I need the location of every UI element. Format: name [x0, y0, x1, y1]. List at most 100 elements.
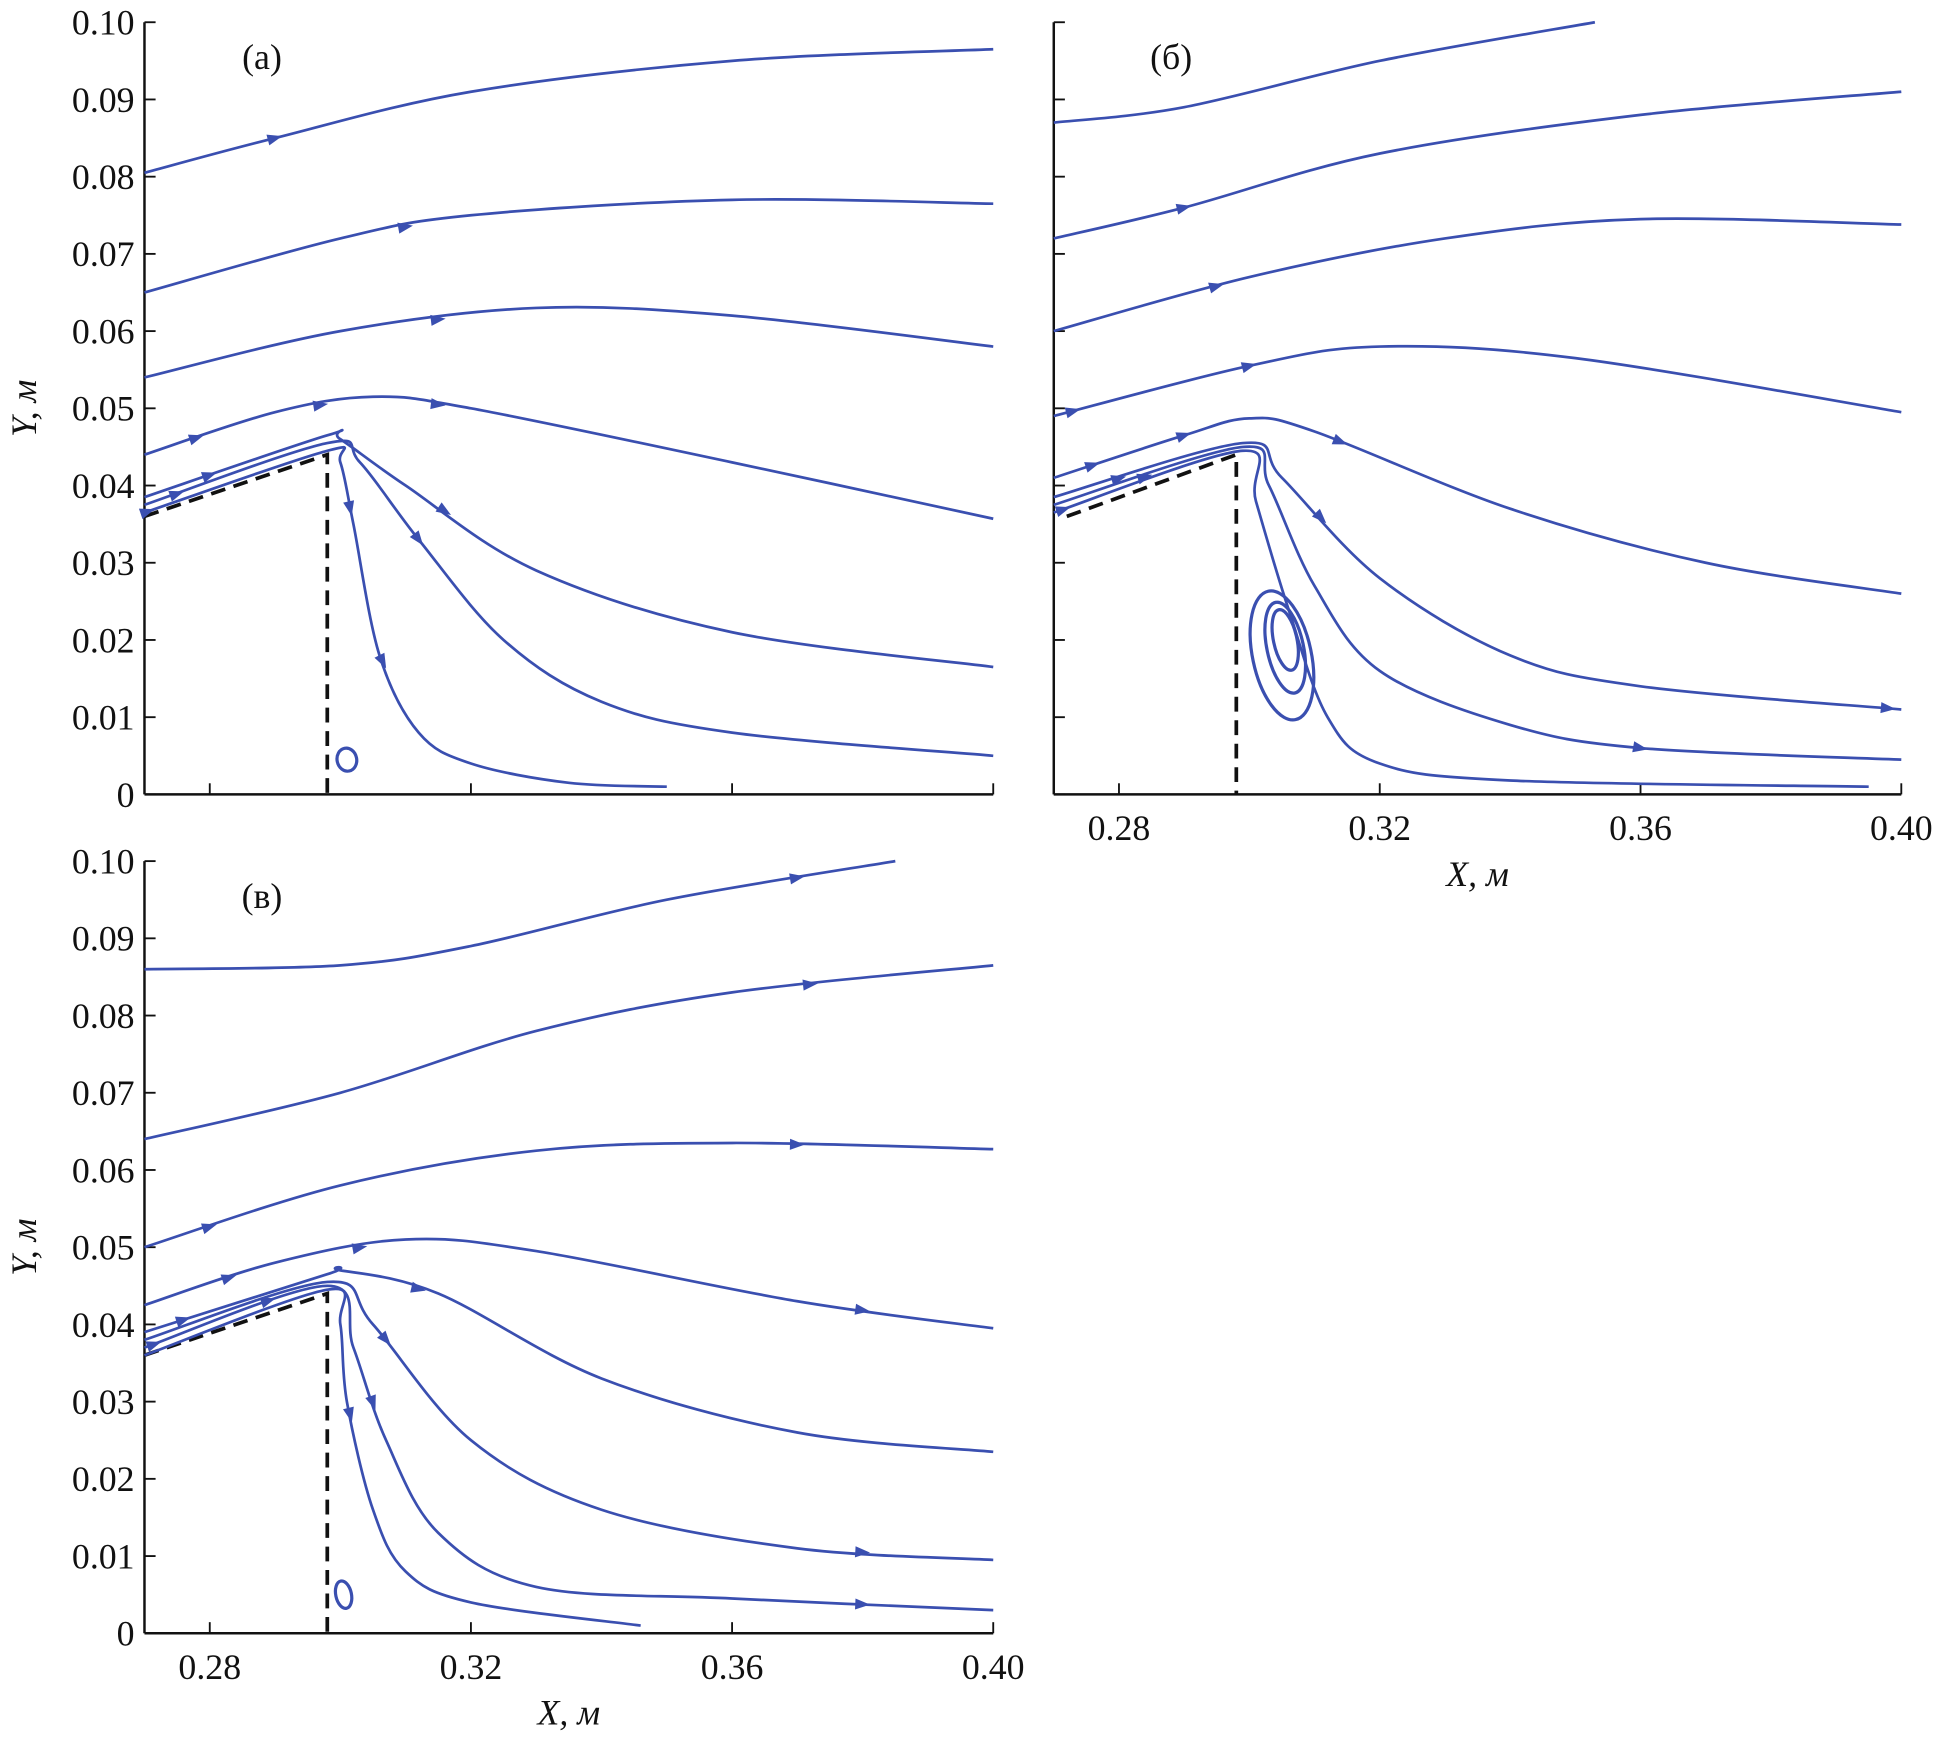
flow-arrow — [174, 1316, 191, 1328]
y-tick-label: 0.09 — [72, 919, 135, 959]
flow-arrow — [377, 1330, 391, 1346]
panel-v: 0 0.01 0.02 0.03 0.04 0.05 0.06 0.07 0.08 0.09 0.1… — [4, 841, 1025, 1732]
streamline — [144, 1284, 994, 1612]
y-tick-label: 0 — [117, 775, 135, 815]
flow-arrow — [1240, 362, 1257, 374]
y-tick-label: 0.02 — [72, 620, 135, 660]
streamline — [144, 1280, 994, 1562]
streamline — [1053, 344, 1902, 418]
x-tick-label: 0.32 — [1348, 808, 1411, 848]
flow-arrow — [397, 222, 413, 234]
y-tick-label: 0.06 — [72, 311, 135, 351]
flow-arrow — [1632, 741, 1648, 753]
x-tick-label: 0.32 — [440, 1647, 503, 1687]
vortex-loop — [335, 746, 359, 773]
y-tick-label: 0.09 — [72, 80, 135, 120]
y-tick-label: 0.08 — [72, 996, 135, 1036]
panel-a: 0 0.01 0.02 0.03 0.04 0.05 0.06 0.07 0.08 0.09 0.1… — [4, 3, 995, 815]
flow-arrow — [168, 490, 185, 502]
streamline — [144, 964, 994, 1141]
y-axis-label: Y, м — [4, 380, 44, 437]
flow-arrow — [138, 508, 155, 520]
y-tick-label: 0.01 — [72, 1536, 135, 1576]
x-tick-label: 0.36 — [701, 1647, 764, 1687]
y-tick-label: 0.04 — [72, 466, 135, 506]
streamline — [1053, 449, 1869, 789]
vortex-loop — [333, 1579, 354, 1610]
flow-arrow — [187, 434, 204, 446]
streamline — [144, 1287, 641, 1627]
body-outline — [143, 452, 330, 795]
flow-arrow — [365, 1394, 376, 1411]
streamline — [144, 859, 896, 971]
y-tick-label: 0.04 — [72, 1305, 135, 1345]
streamline — [144, 305, 994, 379]
flow-arrow — [145, 1341, 162, 1352]
panel-b: 0.28 0.32 0.36 0.40 (б) X, м — [1052, 20, 1933, 894]
y-tick-label: 0.07 — [72, 234, 135, 274]
panel-label: (б) — [1150, 37, 1192, 77]
streamline — [1053, 445, 1902, 762]
streamline — [144, 47, 994, 175]
x-tick-label: 0.40 — [962, 1647, 1025, 1687]
y-tick-label: 0.01 — [72, 698, 135, 738]
streamline — [144, 395, 994, 521]
flow-arrow — [220, 1274, 237, 1286]
flow-arrow — [789, 1138, 805, 1150]
flow-arrow — [312, 400, 329, 412]
x-tick-label: 0.36 — [1609, 808, 1672, 848]
y-axis-label: Y, м — [4, 1219, 44, 1276]
y-tick-label: 0.02 — [72, 1459, 135, 1499]
y-tick-label: 0.03 — [72, 1382, 135, 1422]
streamline — [1053, 20, 1596, 124]
flow-arrow — [351, 1243, 368, 1255]
y-tick-label: 0 — [117, 1614, 135, 1654]
streamline — [1053, 217, 1902, 333]
y-tick-label: 0.10 — [72, 841, 135, 881]
flow-arrow — [1331, 433, 1348, 445]
y-tick-label: 0.05 — [72, 1228, 135, 1268]
x-tick-label: 0.40 — [1870, 808, 1933, 848]
y-tick-label: 0.03 — [72, 543, 135, 583]
flow-arrow — [410, 1281, 426, 1293]
streamline — [1053, 441, 1902, 711]
streamline — [1053, 90, 1902, 240]
vortex-loop — [1248, 589, 1316, 722]
body-outline — [143, 1290, 330, 1634]
flow-arrow — [435, 502, 452, 516]
flow-arrow — [430, 314, 446, 326]
panel-label: (а) — [242, 37, 282, 77]
flow-arrow — [343, 500, 355, 516]
flow-arrow — [854, 1546, 871, 1558]
streamline — [144, 428, 994, 669]
body-outline — [1066, 452, 1239, 795]
flow-arrow — [374, 652, 387, 669]
flow-arrow — [201, 1223, 217, 1235]
y-tick-label: 0.07 — [72, 1073, 135, 1113]
streamline — [144, 1237, 994, 1330]
flow-arrow — [1208, 282, 1224, 294]
y-tick-label: 0.05 — [72, 389, 135, 429]
streamline — [144, 1141, 994, 1249]
streamline — [1053, 416, 1902, 595]
flow-arrow — [1880, 702, 1896, 714]
x-axis-label: X, м — [536, 1693, 601, 1733]
panel-label: (в) — [242, 876, 283, 916]
flow-arrow — [1175, 432, 1192, 443]
flow-arrow — [266, 134, 283, 146]
flow-arrow — [1064, 407, 1081, 419]
flow-arrow — [1054, 506, 1071, 517]
y-tick-label: 0.10 — [72, 3, 135, 43]
y-tick-label: 0.08 — [72, 157, 135, 197]
x-axis-label: X, м — [1444, 854, 1509, 894]
vortex-loop — [1263, 600, 1308, 695]
flow-arrow — [200, 472, 217, 483]
flow-arrow — [1084, 462, 1100, 473]
flow-arrow — [854, 1303, 871, 1315]
flow-arrow — [802, 979, 818, 991]
flow-arrow — [1175, 203, 1192, 215]
streamline — [144, 445, 667, 789]
flow-arrow — [409, 530, 424, 546]
streamline — [144, 1265, 994, 1454]
